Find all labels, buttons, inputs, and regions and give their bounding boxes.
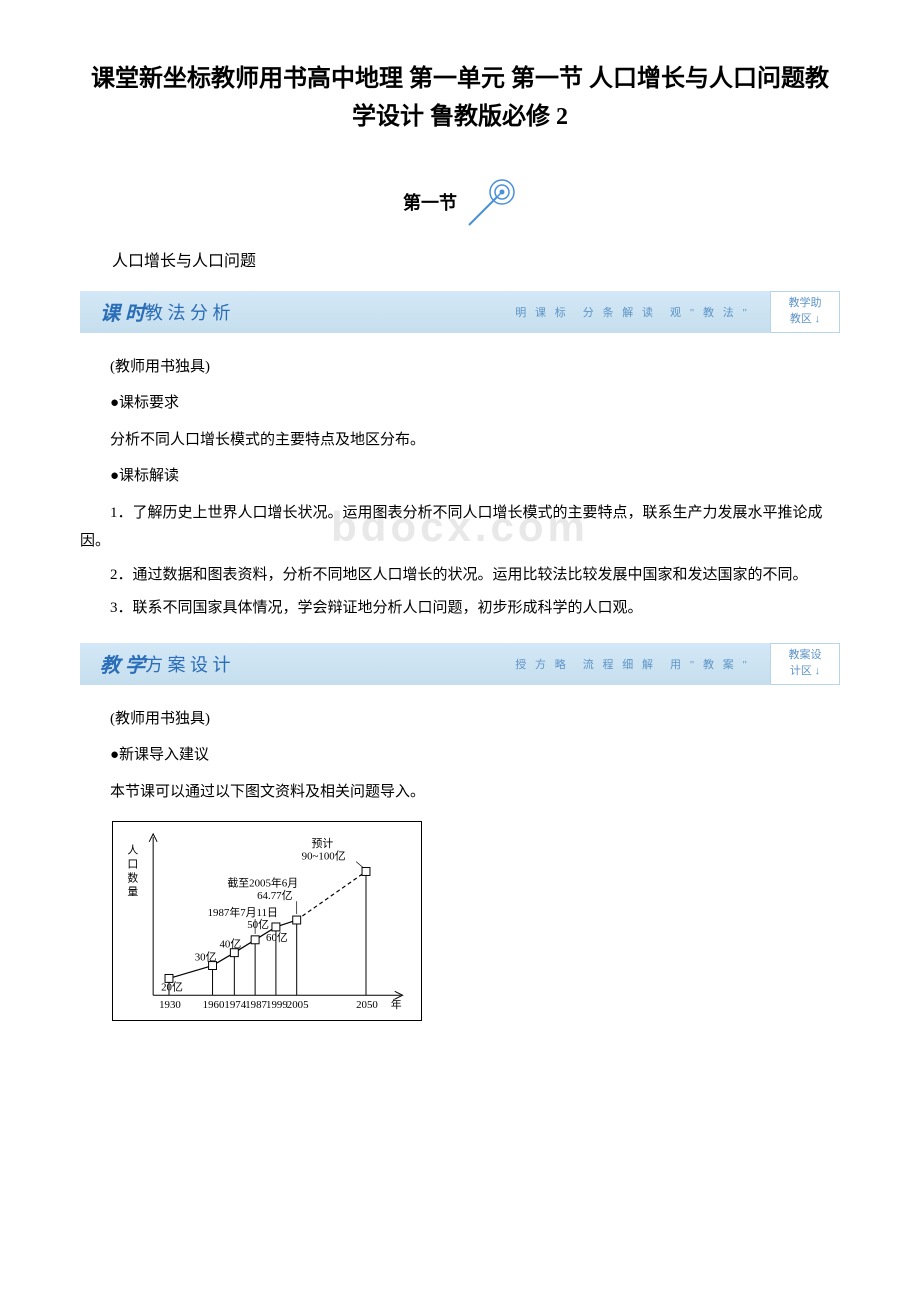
banner-left: 教 学 方 案 设 计 授 方 略 流 程 细 解 用 " 教 案 " (80, 643, 770, 685)
chart-y-label-3: 数 (127, 872, 138, 885)
chart-y-label-1: 人 (127, 844, 138, 857)
banner-right-box: 教学助 教区 ↓ (770, 291, 840, 333)
teacher-note-1: (教师用书独具) (80, 353, 840, 382)
chart-svg: 人 口 数 量 1930 1960 1974 1987 1999 2005 20… (113, 822, 421, 1020)
section-marker: 第一节 (80, 177, 840, 227)
chart-label-40: 40亿 (219, 938, 241, 951)
chart-anno-2050b: 90~100亿 (302, 850, 346, 863)
banner-right-line1: 教案设 (789, 648, 822, 663)
xtick-1930: 1930 (159, 999, 181, 1011)
chart-y-label-2: 口 (127, 859, 138, 871)
banner-right-line2: 计区 ↓ (790, 664, 820, 679)
section-label: 第一节 (403, 189, 457, 215)
banner-teaching-analysis: 课 时 教 法 分 析 明 课 标 分 条 解 读 观 " 教 法 " 教学助 … (80, 291, 840, 333)
banner-right-box: 教案设 计区 ↓ (770, 643, 840, 685)
xtick-1974: 1974 (224, 999, 246, 1011)
numbered-1: 1．了解历史上世界人口增长状况。运用图表分析不同人口增长模式的主要特点，联系生产… (80, 499, 840, 556)
chart-label-60: 60亿 (266, 931, 288, 944)
banner-title-main: 教 学 (100, 649, 145, 678)
xtick-2050: 2050 (356, 999, 378, 1011)
chart-label-20: 20亿 (161, 981, 183, 994)
xtick-1999: 1999 (266, 999, 288, 1011)
banner-title-suffix: 方 案 设 计 (145, 651, 231, 677)
chart-anno-2050a: 预计 (312, 837, 334, 850)
teacher-note-2: (教师用书独具) (80, 705, 840, 734)
banner-left: 课 时 教 法 分 析 明 课 标 分 条 解 读 观 " 教 法 " (80, 291, 770, 333)
xtick-1987: 1987 (245, 999, 267, 1011)
xtick-1960: 1960 (203, 999, 225, 1011)
xtick-2005: 2005 (287, 999, 309, 1011)
population-chart: 人 口 数 量 1930 1960 1974 1987 1999 2005 20… (112, 821, 422, 1021)
target-icon (467, 177, 517, 227)
banner-title-suffix: 教 法 分 析 (145, 299, 231, 325)
chart-label-50: 50亿 (247, 918, 269, 931)
chart-label-30: 30亿 (195, 951, 217, 964)
numbered-2: 2．通过数据和图表资料，分析不同地区人口增长的状况。运用比较法比较发展中国家和发… (80, 561, 840, 590)
x-label: 年 (391, 997, 402, 1011)
banner-right-line2: 教区 ↓ (790, 312, 820, 327)
subtitle: 人口增长与人口问题 (80, 247, 840, 271)
banner-title-main: 课 时 (100, 297, 145, 326)
banner-teaching-plan: 教 学 方 案 设 计 授 方 略 流 程 细 解 用 " 教 案 " 教案设 … (80, 643, 840, 685)
bullet-kebiao-interpret: ●课标解读 (80, 462, 840, 491)
chart-anno-2005b: 64.77亿 (257, 890, 292, 903)
bullet-intro: ●新课导入建议 (80, 741, 840, 770)
para-requirement: 分析不同人口增长模式的主要特点及地区分布。 (80, 426, 840, 455)
bullet-kebiao-requirement: ●课标要求 (80, 389, 840, 418)
numbered-3: 3．联系不同国家具体情况，学会辩证地分析人口问题，初步形成科学的人口观。 (80, 594, 840, 623)
banner-subtitle: 明 课 标 分 条 解 读 观 " 教 法 " (515, 304, 750, 320)
banner-subtitle: 授 方 略 流 程 细 解 用 " 教 案 " (515, 656, 750, 672)
banner-right-line1: 教学助 (789, 296, 822, 311)
page-title: 课堂新坐标教师用书高中地理 第一单元 第一节 人口增长与人口问题教学设计 鲁教版… (80, 60, 840, 137)
chart-anno-2005a: 截至2005年6月 (227, 876, 298, 890)
chart-y-label-4: 量 (127, 886, 138, 899)
para-intro: 本节课可以通过以下图文资料及相关问题导入。 (80, 778, 840, 807)
chart-anno-1987: 1987年7月11日 (208, 905, 278, 919)
